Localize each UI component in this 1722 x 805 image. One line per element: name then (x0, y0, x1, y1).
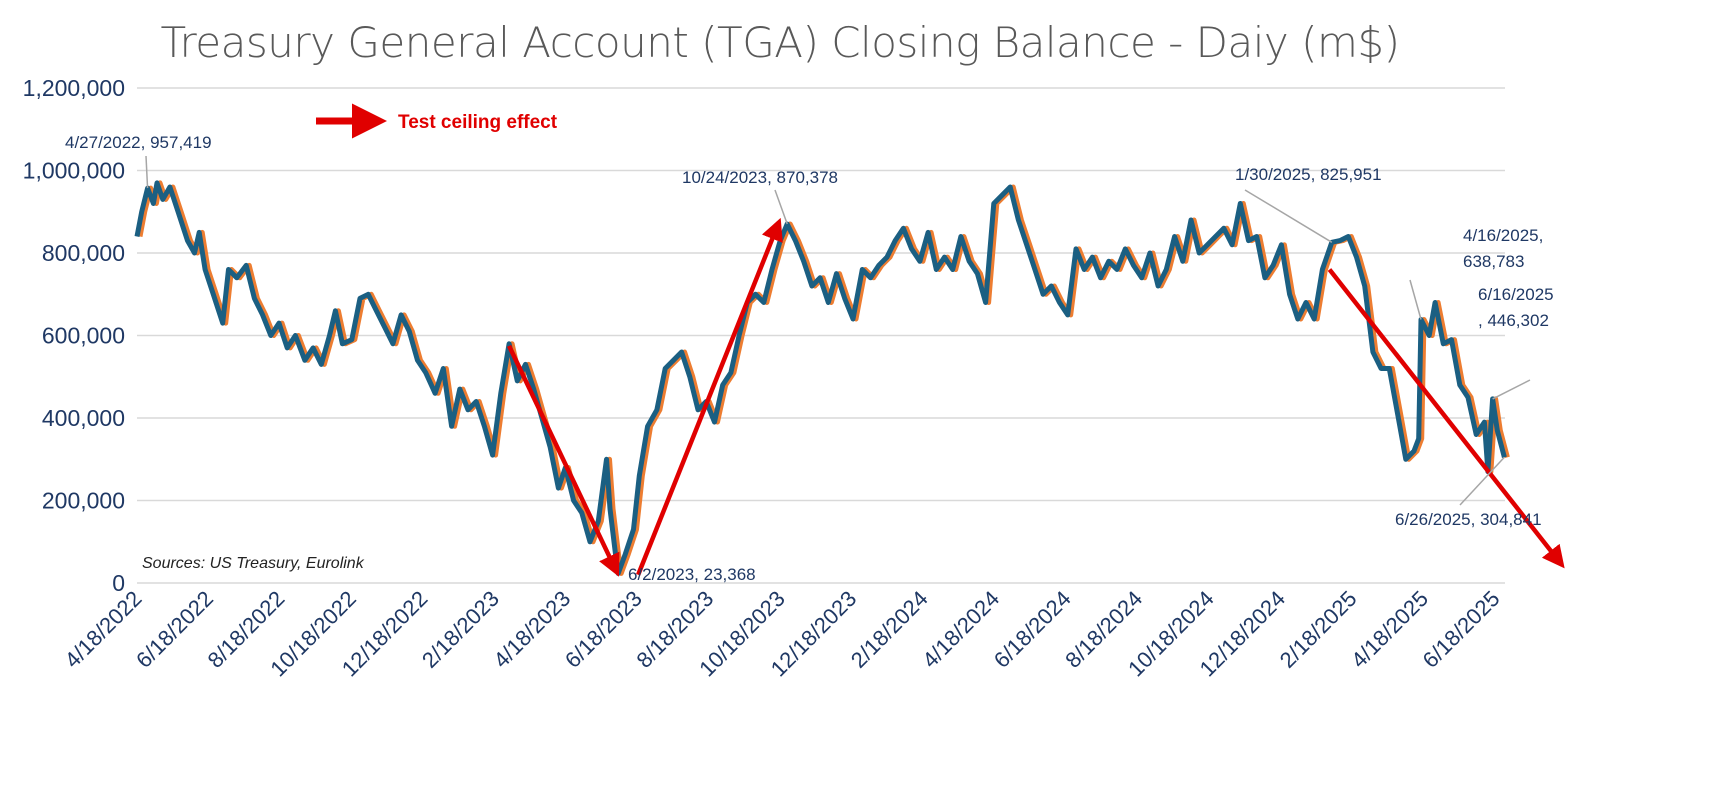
x-tick-label: 2/18/2024 (846, 586, 933, 673)
source-note: Sources: US Treasury, Eurolink (142, 555, 365, 572)
data-callout-label: , 446,302 (1478, 311, 1549, 330)
series-line (134, 180, 1507, 576)
callout-leader-line (1459, 456, 1505, 506)
y-tick-label: 1,000,000 (23, 158, 125, 184)
legend: Test ceiling effect (316, 103, 558, 139)
callout-leader-line (774, 189, 788, 225)
data-callout-label: 6/16/2025 (1478, 285, 1554, 304)
data-callout-label: 6/2/2023, 23,368 (628, 565, 756, 584)
trend-arrow (1327, 268, 1565, 569)
x-tick-label: 4/18/2024 (917, 586, 1004, 673)
x-tick-label: 6/18/2023 (560, 586, 647, 673)
y-tick-label: 400,000 (42, 405, 125, 431)
x-tick-label: 6/18/2022 (131, 586, 218, 673)
data-callout-label: 638,783 (1463, 252, 1524, 271)
data-callout-label: 4/16/2025, (1463, 226, 1543, 245)
y-tick-label: 0 (112, 570, 125, 596)
y-tick-label: 200,000 (42, 488, 125, 514)
data-callout-label: 1/30/2025, 825,951 (1235, 165, 1382, 184)
legend-label: Test ceiling effect (398, 112, 558, 133)
y-tick-label: 1,200,000 (23, 75, 125, 101)
data-callout-label: 6/26/2025, 304,841 (1395, 510, 1542, 529)
trend-arrow (636, 217, 783, 576)
callout-leader-line (1492, 379, 1531, 400)
x-tick-label: 2/18/2023 (417, 586, 504, 673)
callout-leader-line (145, 155, 149, 189)
series-line-shadow (137, 180, 1510, 576)
y-tick-label: 800,000 (42, 240, 125, 266)
data-callout-label: 4/27/2022, 957,419 (65, 133, 212, 152)
x-tick-label: 6/18/2025 (1418, 586, 1505, 673)
callout-leader-line (1244, 189, 1333, 243)
x-tick-label: 4/18/2025 (1346, 586, 1433, 673)
x-tick-label: 4/18/2022 (60, 586, 147, 673)
x-tick-label: 4/18/2023 (488, 586, 575, 673)
y-tick-label: 600,000 (42, 323, 125, 349)
data-callout-label: 10/24/2023, 870,378 (682, 168, 838, 187)
x-tick-label: 2/18/2025 (1275, 586, 1362, 673)
callout-leader-line (1409, 279, 1422, 320)
chart-title: Treasury General Account (TGA) Closing B… (160, 18, 1400, 67)
trend-arrow (507, 344, 620, 577)
x-tick-label: 6/18/2024 (989, 586, 1076, 673)
